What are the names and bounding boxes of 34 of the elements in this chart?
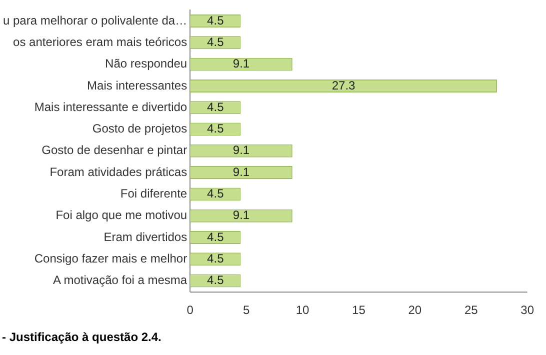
y-tick-label: Foi diferente — [120, 186, 188, 201]
data-label: 4.5 — [207, 122, 224, 136]
y-tick-label: os anteriores eram mais teóricos — [13, 34, 188, 49]
text: - Justificação à questão 2.4. — [1, 330, 162, 344]
data-label: 4.5 — [207, 273, 224, 288]
data-label: 9.1 — [232, 208, 250, 222]
x-tick-label: 10 — [296, 303, 310, 318]
data-label: 27.3 — [332, 78, 356, 92]
y-tick-label: Eram divertidos — [104, 230, 188, 244]
data-label: 9.1 — [232, 56, 250, 71]
y-tick-label: A motivação foi a mesma — [53, 273, 188, 288]
data-label: 4.5 — [207, 100, 224, 114]
data-label: 4.5 — [207, 230, 224, 244]
data-label: 4.5 — [207, 13, 224, 28]
y-tick-label: Gosto de projetos — [92, 122, 188, 136]
x-tick-label: 15 — [352, 303, 366, 318]
y-tick-label: Foi algo que me motivou — [56, 208, 188, 222]
y-tick-label: Mais interessantes — [87, 78, 188, 92]
y-tick-label: Gosto de desenhar e pintar — [42, 143, 188, 158]
data-label: 4.5 — [207, 34, 224, 49]
data-label: 9.1 — [232, 143, 250, 158]
y-tick-label: Consigo fazer mais e melhor — [34, 251, 188, 266]
y-tick-label: u para melhorar o polivalente da… — [3, 13, 188, 28]
x-tick-label: 0 — [186, 303, 194, 318]
x-tick-label: 25 — [464, 303, 478, 318]
x-tick-label: 30 — [520, 303, 534, 318]
x-tick-label: 5 — [242, 303, 250, 318]
data-label: 4.5 — [207, 186, 224, 201]
y-tick-label: Mais interessante e divertido — [34, 100, 188, 114]
y-tick-label: Não respondeu — [105, 56, 188, 71]
y-tick-label: Foram atividades práticas — [50, 164, 188, 179]
data-label: 9.1 — [232, 164, 250, 179]
data-label: 4.5 — [207, 251, 224, 266]
x-tick-label: 20 — [408, 303, 422, 318]
